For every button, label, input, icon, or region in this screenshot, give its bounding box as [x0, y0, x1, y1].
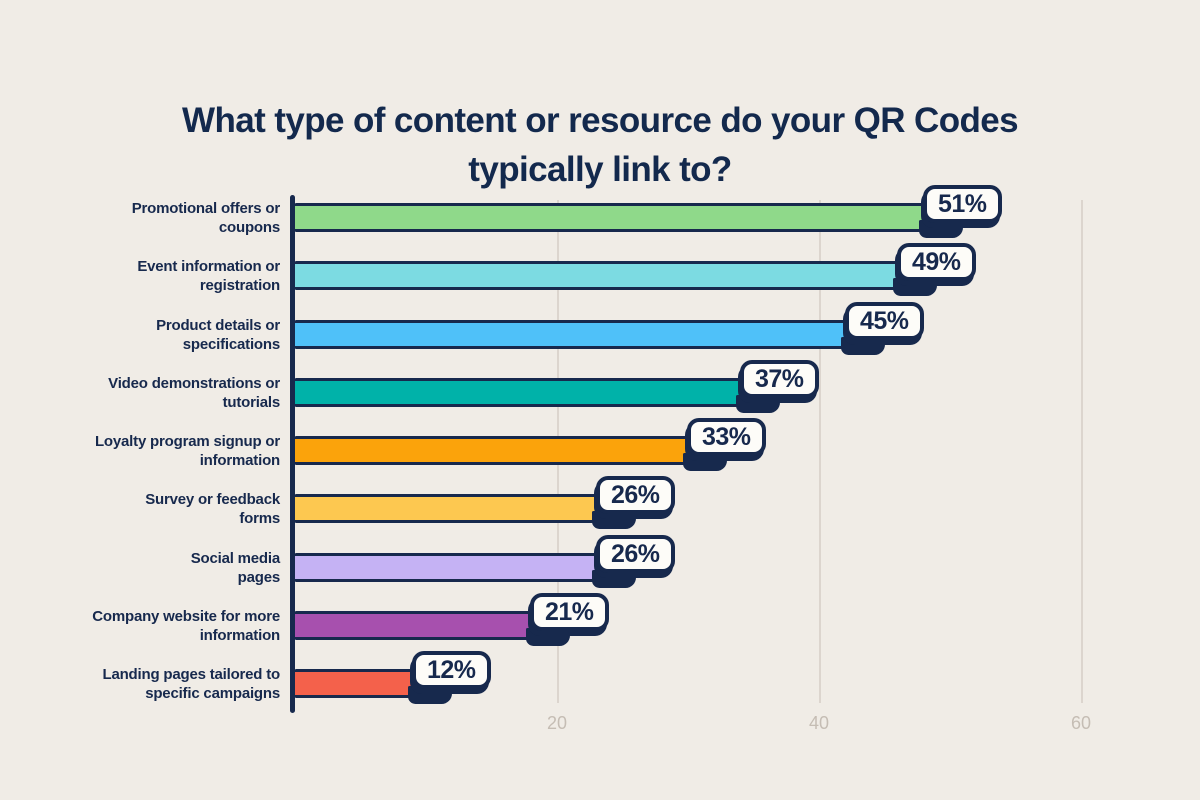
bar-row: Promotional offers or coupons 51% — [132, 185, 1100, 238]
bar-row: Social media pages 26% — [191, 535, 1100, 588]
bar-row: Loyalty program signup or information 33% — [95, 418, 1100, 471]
bar — [295, 436, 727, 471]
gridline — [1081, 200, 1083, 703]
plot-area: 20 40 60 Promotional offers or coupons 51% E… — [92, 185, 1100, 733]
bar — [295, 203, 963, 238]
value-badge: 21% — [530, 593, 609, 631]
category-label: Video demonstrations or tutorials — [108, 374, 280, 411]
value-badge: 26% — [596, 535, 675, 573]
category-label: Product details or specifications — [156, 316, 280, 353]
bar — [295, 378, 780, 413]
bar-row: Event information or registration 49% — [137, 243, 1100, 296]
chart-title: What type of content or resource do your… — [182, 101, 1019, 189]
category-label: Survey or feedback forms — [145, 490, 280, 527]
bar — [295, 320, 885, 355]
bar-row: Product details or specifications 45% — [156, 302, 1100, 355]
bar — [295, 553, 636, 588]
category-label: Loyalty program signup or information — [94, 432, 280, 469]
x-axis-tick-label: 20 — [546, 713, 568, 733]
category-label: Event information or registration — [137, 257, 280, 294]
value-badge: 12% — [412, 651, 491, 689]
x-axis-tick-label: 60 — [1070, 713, 1092, 733]
value-badge: 49% — [897, 243, 976, 281]
value-badge: 33% — [687, 418, 766, 456]
bar — [295, 611, 570, 646]
bar-row: Landing pages tailored to specific campa… — [102, 651, 1100, 704]
y-axis-line — [290, 195, 295, 713]
bar-row: Company website for more information 21% — [92, 593, 1100, 646]
category-label: Landing pages tailored to specific campa… — [102, 665, 280, 702]
category-label: Promotional offers or coupons — [131, 199, 281, 236]
category-label: Social media pages — [190, 549, 281, 586]
x-axis-tick-label: 40 — [808, 713, 830, 733]
bar-row: Survey or feedback forms 26% — [145, 476, 1100, 529]
bar — [295, 261, 937, 296]
bar — [295, 494, 636, 529]
value-badge: 51% — [923, 185, 1002, 223]
value-badge: 45% — [845, 302, 924, 340]
gridline — [819, 200, 821, 703]
bar-row: Video demonstrations or tutorials 37% — [108, 360, 1100, 413]
category-label: Company website for more information — [92, 607, 280, 644]
value-badge: 26% — [596, 476, 675, 514]
value-badge: 37% — [740, 360, 819, 398]
